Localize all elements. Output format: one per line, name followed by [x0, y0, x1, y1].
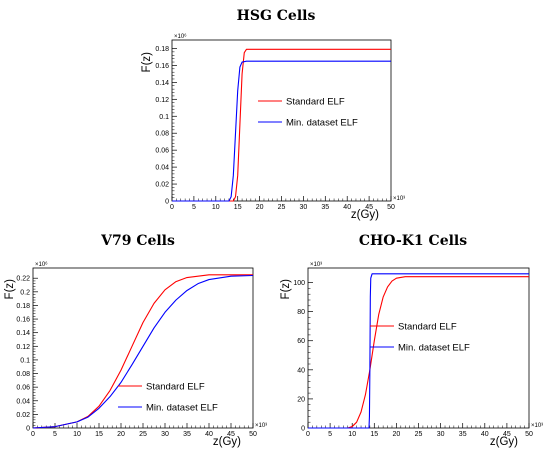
y-tick-label: 0.1	[20, 357, 30, 364]
x-tick-label: 30	[300, 204, 308, 211]
y-tick-label: 0.16	[16, 317, 30, 324]
x-tick-label: 35	[183, 431, 191, 438]
x-tick-label: 15	[370, 431, 378, 438]
y-tick-label: 0.18	[16, 303, 30, 310]
x-tick-label: 5	[192, 204, 196, 211]
series-line-1	[308, 273, 529, 429]
y-axis-multiplier: ×10⁶	[35, 261, 48, 268]
y-tick-label: 40	[297, 367, 305, 374]
y-tick-label: 0.08	[155, 131, 169, 138]
y-tick-label: 0.02	[155, 182, 169, 189]
y-tick-label: 0.22	[16, 276, 30, 283]
x-tick-label: 20	[393, 431, 401, 438]
y-tick-label: 0	[165, 199, 169, 206]
x-tick-label: 5	[328, 431, 332, 438]
x-tick-label: 45	[227, 431, 235, 438]
x-axis-label: z(Gy)	[351, 209, 379, 221]
y-tick-label: 0.16	[155, 63, 169, 70]
x-tick-label: 45	[365, 204, 373, 211]
y-tick-label: 100	[293, 280, 305, 287]
x-tick-label: 40	[343, 204, 351, 211]
x-axis-label: z(Gy)	[213, 436, 241, 448]
x-tick-label: 10	[348, 431, 356, 438]
y-tick-label: 0	[26, 426, 30, 433]
chart-panel-1: V79 Cells 0 0.02 0.04 0.06 0.08 0.1 0.12 0.14 0.1…	[4, 233, 267, 448]
y-tick-label: 0.06	[16, 385, 30, 392]
chart-panel-2: CHO-K1 Cells 0 20 40 60 80 100 0 5 10 15 20 25 30 35 40…	[280, 233, 543, 448]
x-tick-label: 0	[31, 431, 35, 438]
y-tick-label: 20	[297, 396, 305, 403]
y-tick-label: 0.04	[16, 398, 30, 405]
series-line-0	[32, 274, 253, 429]
x-tick-label: 50	[249, 431, 257, 438]
y-tick-label: 0.2	[20, 289, 30, 296]
x-tick-label: 20	[117, 431, 125, 438]
x-tick-label: 0	[170, 204, 174, 211]
x-tick-label: 25	[278, 204, 286, 211]
series-line-1	[32, 274, 254, 429]
y-axis-label: F(z)	[280, 279, 292, 300]
y-tick-label: 60	[297, 338, 305, 345]
y-tick-label: 0	[301, 426, 305, 433]
x-tick-label: 25	[139, 431, 147, 438]
series-line-0	[172, 48, 391, 202]
legend-label: Standard ELF	[398, 322, 457, 333]
x-tick-label: 15	[95, 431, 103, 438]
x-tick-label: 50	[525, 431, 533, 438]
legend-label: Min. dataset ELF	[398, 343, 470, 354]
y-tick-label: 0.02	[16, 412, 30, 419]
legend-label: Min. dataset ELF	[146, 403, 218, 414]
legend-label: Standard ELF	[146, 382, 205, 393]
x-axis-multiplier: ×10³	[393, 196, 405, 202]
series-line-0	[308, 276, 529, 429]
x-tick-label: 30	[437, 431, 445, 438]
x-tick-label: 35	[459, 431, 467, 438]
x-axis-multiplier: ×10³	[255, 423, 267, 429]
x-tick-label: 25	[415, 431, 423, 438]
plot-frame	[32, 267, 254, 429]
x-tick-label: 40	[205, 431, 213, 438]
x-tick-label: 5	[53, 431, 57, 438]
x-tick-label: 35	[321, 204, 329, 211]
y-tick-label: 0.14	[16, 330, 30, 337]
chart-title: V79 Cells	[100, 233, 175, 249]
series-line-1	[172, 60, 391, 202]
y-tick-label: 0.18	[155, 46, 169, 53]
x-tick-label: 15	[234, 204, 242, 211]
plot-frame	[171, 39, 392, 202]
chart-title: HSG Cells	[237, 8, 316, 24]
x-tick-label: 40	[481, 431, 489, 438]
x-tick-label: 10	[212, 204, 220, 211]
y-tick-label: 0.06	[155, 148, 169, 155]
y-axis-label: F(z)	[141, 52, 153, 73]
x-tick-label: 0	[306, 431, 310, 438]
y-axis-label: F(z)	[4, 279, 16, 300]
x-tick-label: 50	[387, 204, 395, 211]
y-axis-multiplier: ×10⁶	[174, 33, 187, 40]
chart-title: CHO-K1 Cells	[359, 233, 467, 249]
x-axis-multiplier: ×10³	[531, 423, 543, 429]
y-tick-label: 0.14	[155, 80, 169, 87]
y-tick-label: 0.08	[16, 371, 30, 378]
x-tick-label: 10	[73, 431, 81, 438]
y-tick-label: 0.1	[159, 114, 169, 121]
y-axis-multiplier: ×10³	[310, 262, 322, 268]
legend-label: Min. dataset ELF	[286, 118, 358, 129]
y-tick-label: 0.04	[155, 165, 169, 172]
x-tick-label: 45	[503, 431, 511, 438]
y-tick-label: 0.12	[155, 97, 169, 104]
legend-label: Standard ELF	[286, 97, 345, 108]
x-tick-label: 20	[256, 204, 264, 211]
x-axis-label: z(Gy)	[490, 436, 518, 448]
y-tick-label: 80	[297, 309, 305, 316]
x-tick-label: 30	[161, 431, 169, 438]
chart-panel-0: HSG Cells 0 0.02 0.04 0.06 0.08 0.1 0.12 0.14 0.1…	[141, 8, 405, 221]
y-tick-label: 0.12	[16, 344, 30, 351]
